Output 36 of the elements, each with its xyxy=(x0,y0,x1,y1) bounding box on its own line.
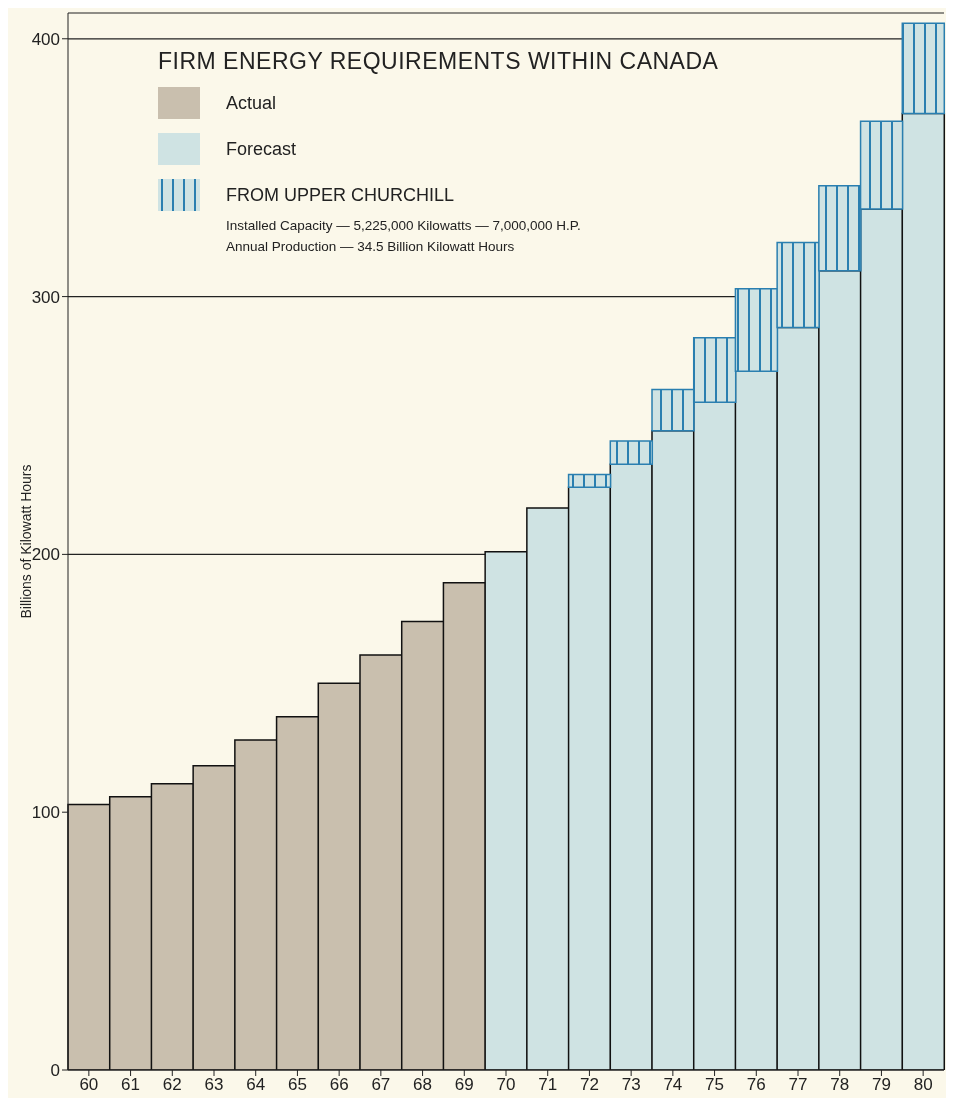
bar xyxy=(609,440,654,465)
x-tick-label: 64 xyxy=(246,1075,266,1095)
bar xyxy=(567,473,612,489)
legend-label: Forecast xyxy=(226,138,297,160)
y-axis-title: Billions of Kilowatt Hours xyxy=(17,464,34,619)
y-tick-label: 0 xyxy=(50,1061,60,1081)
x-tick-label: 79 xyxy=(871,1075,891,1095)
y-tick-label: 100 xyxy=(31,803,60,823)
legend-label: FROM UPPER CHURCHILL xyxy=(226,184,455,206)
x-tick-label: 65 xyxy=(287,1075,307,1095)
bar xyxy=(901,22,946,115)
x-tick-label: 74 xyxy=(663,1075,683,1095)
annotation: Annual Production — 34.5 Billion Kilowatt Hours xyxy=(226,238,516,256)
legend-label: Actual xyxy=(226,92,277,114)
x-tick-label: 77 xyxy=(788,1075,808,1095)
x-tick-label: 63 xyxy=(204,1075,224,1095)
x-tick-label: 62 xyxy=(162,1075,182,1095)
y-tick-label: 300 xyxy=(31,287,60,307)
y-tick-label: 200 xyxy=(31,545,60,565)
x-tick-label: 75 xyxy=(705,1075,725,1095)
x-tick-label: 68 xyxy=(413,1075,433,1095)
x-tick-label: 60 xyxy=(79,1075,99,1095)
x-tick-label: 69 xyxy=(454,1075,474,1095)
x-tick-label: 70 xyxy=(496,1075,516,1095)
text: FIRM ENERGY REQUIREMENTS WITHIN CANADA xyxy=(158,48,719,75)
x-tick-label: 73 xyxy=(621,1075,641,1095)
x-tick-label: 67 xyxy=(371,1075,391,1095)
x-tick-label: 66 xyxy=(329,1075,349,1095)
x-tick-label: 76 xyxy=(746,1075,766,1095)
x-tick-label: 61 xyxy=(121,1075,141,1095)
annotation: Installed Capacity — 5,225,000 Kilowatts — 7,000,000 H.P. xyxy=(226,217,582,235)
y-tick-label: 400 xyxy=(31,29,60,49)
x-tick-label: 80 xyxy=(913,1075,933,1095)
x-tick-label: 78 xyxy=(830,1075,850,1095)
x-tick-label: 72 xyxy=(579,1075,599,1095)
x-tick-label: 71 xyxy=(538,1075,558,1095)
